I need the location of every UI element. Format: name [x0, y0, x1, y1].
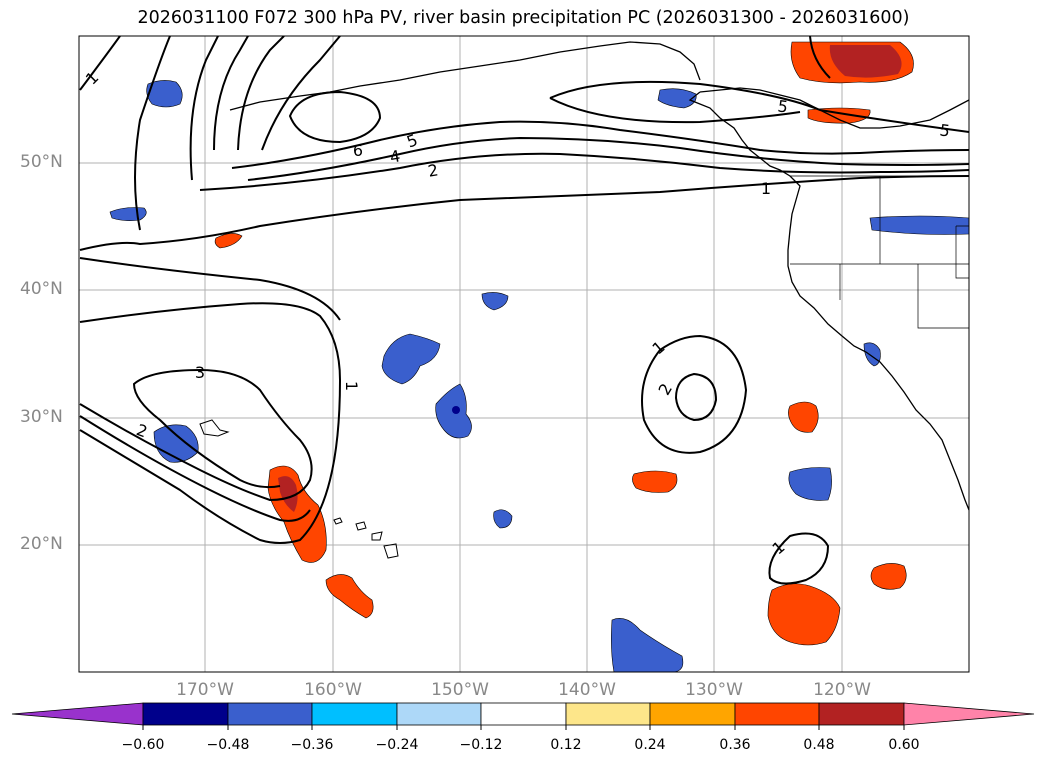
colorbar: [11, 702, 1035, 730]
colorbar-bin: [565, 702, 651, 726]
pv-contour: [79, 415, 311, 522]
colorbar-tick-label: 0.60: [888, 737, 920, 753]
colorbar-bin: [818, 702, 905, 726]
lat-label: 30°N: [20, 407, 63, 427]
pv-contour: [199, 152, 969, 191]
colorbar-tick-label: 0.24: [634, 737, 666, 753]
pv-contour: [674, 372, 718, 422]
contour-label: 5: [938, 120, 951, 140]
map-panel: [79, 36, 969, 672]
pv-contours: [79, 36, 969, 585]
pv-contour: [134, 36, 171, 231]
contour-label: 6: [353, 141, 363, 160]
precip-blob: [788, 401, 819, 433]
colorbar-tick-label: −0.12: [459, 737, 503, 753]
precip-blob: [611, 618, 684, 672]
precip-blob: [214, 233, 243, 249]
precip-blob: [657, 88, 697, 109]
coastlines: [229, 41, 969, 511]
precip-blob: [788, 467, 832, 501]
lon-label: 170°W: [176, 680, 234, 700]
contour-label: 4: [388, 146, 401, 166]
lon-label: 130°W: [685, 680, 743, 700]
precip-negative-areas: [109, 80, 969, 672]
precip-blob: [381, 333, 441, 385]
pv-contour: [79, 257, 341, 321]
precip-positive-areas: [214, 41, 914, 646]
colorbar-bin: [649, 702, 736, 726]
pv-contour: [231, 120, 969, 169]
precip-blob: [325, 574, 374, 619]
map-border: [78, 35, 970, 673]
pv-contour: [768, 532, 830, 585]
map-title: 2026031100 F072 300 hPa PV, river basin …: [137, 8, 910, 28]
pv-contour: [549, 80, 969, 133]
precip-blob: [632, 470, 678, 493]
colorbar-extend-low: [11, 702, 144, 726]
pv-contour: [213, 36, 249, 151]
colorbar-tick-label: 0.12: [550, 737, 582, 753]
state-borders: [790, 175, 969, 329]
lon-label: 150°W: [431, 680, 489, 700]
colorbar-tick-label: −0.48: [206, 737, 250, 753]
alaska-coast: [229, 41, 701, 111]
lat-label: 50°N: [20, 152, 63, 172]
pv-contour: [549, 97, 801, 124]
north-america-coast: [688, 87, 969, 511]
lon-label: 160°W: [304, 680, 362, 700]
precip-blob: [870, 563, 907, 590]
colorbar-tick-label: −0.60: [121, 737, 165, 753]
precip-blob: [767, 583, 841, 646]
lat-label: 40°N: [20, 279, 63, 299]
lat-label: 20°N: [20, 534, 63, 554]
pv-contour: [641, 334, 748, 454]
pv-contour: [237, 36, 285, 151]
lon-label: 140°W: [558, 680, 616, 700]
precip-blob: [493, 509, 513, 529]
colorbar-tick-label: −0.24: [375, 737, 419, 753]
colorbar-bin: [227, 702, 313, 726]
colorbar-extend-high: [903, 702, 1035, 726]
precip-blob: [481, 292, 509, 311]
pv-contour: [79, 36, 121, 91]
contour-label: 1: [342, 381, 361, 391]
colorbar-tick-label: −0.36: [290, 737, 334, 753]
colorbar-tick-label: 0.36: [719, 737, 751, 753]
pv-contour: [261, 36, 341, 151]
precip-core: [452, 406, 460, 414]
contour-label: 2: [426, 160, 439, 180]
hawaiian-islands: [199, 419, 399, 559]
precip-blob: [869, 215, 969, 235]
pv-contour: [79, 175, 969, 251]
colorbar-bin: [142, 702, 229, 726]
lon-label: 120°W: [813, 680, 871, 700]
colorbar-bin: [480, 702, 567, 726]
pv-contour: [809, 36, 831, 79]
colorbar-bin: [396, 702, 482, 726]
precip-blob: [278, 476, 298, 512]
contour-label: 3: [195, 363, 205, 382]
pv-contour: [79, 368, 313, 502]
pv-contour: [79, 302, 342, 544]
precip-blob: [829, 45, 902, 78]
contour-label: 5: [776, 96, 789, 116]
contour-label: 1: [761, 179, 771, 198]
colorbar-tick-label: 0.48: [803, 737, 835, 753]
colorbar-bin: [734, 702, 820, 726]
colorbar-bin: [311, 702, 398, 726]
pv-contour: [189, 36, 219, 181]
pv-contour: [288, 90, 382, 144]
pv-contour: [247, 136, 969, 181]
